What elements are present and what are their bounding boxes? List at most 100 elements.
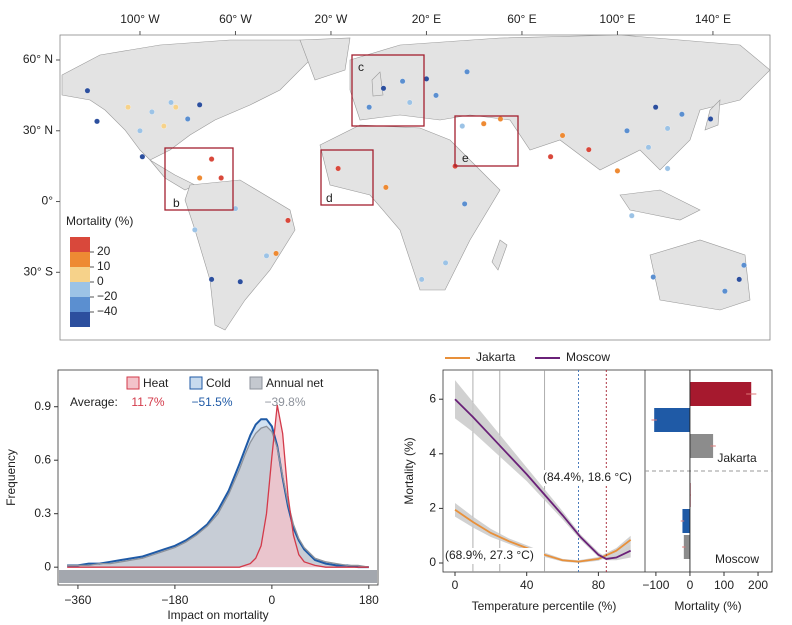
- legend-swatch: [126, 376, 140, 390]
- x-tick-label: 100: [714, 578, 734, 592]
- site-point: [736, 276, 743, 283]
- y-tick-label: 4: [429, 446, 436, 460]
- site-point: [196, 101, 203, 108]
- legend-label: 10: [97, 259, 111, 273]
- x-tick-label: −100: [642, 578, 669, 592]
- inset-box: [454, 115, 519, 167]
- x-tick-label: 20° E: [412, 12, 441, 26]
- average-label: Average:: [70, 395, 118, 409]
- site-point: [208, 156, 215, 162]
- y-axis-label: Mortality (%): [402, 437, 416, 504]
- x-tick-label: 200: [748, 578, 768, 592]
- legend-label: Cold: [206, 376, 231, 390]
- site-point: [461, 201, 468, 207]
- x-tick-label: 60° W: [219, 12, 252, 26]
- site-point: [624, 127, 630, 134]
- x-axis-label: Temperature percentile (%): [472, 599, 617, 613]
- site-point: [480, 120, 487, 127]
- bar: [654, 408, 690, 432]
- site-point: [168, 99, 174, 106]
- site-point: [614, 168, 621, 174]
- land: [491, 239, 508, 271]
- inset-label: b: [173, 196, 180, 210]
- site-point: [366, 104, 373, 111]
- inset-label: e: [462, 151, 469, 165]
- x-tick-label: 0: [452, 578, 459, 592]
- annotation: (68.9%, 27.3 °C): [445, 548, 534, 562]
- y-tick-label: 0°: [42, 194, 54, 208]
- site-point: [208, 276, 215, 283]
- legend-label: −40: [97, 304, 118, 318]
- x-tick-label: −360: [64, 593, 91, 607]
- legend-swatch: [70, 282, 90, 297]
- site-point: [184, 116, 191, 122]
- legend-label: 0: [97, 274, 104, 288]
- inset-box: [164, 147, 234, 211]
- category-label: Jakarta: [717, 451, 757, 465]
- y-tick-label: 0.6: [34, 452, 51, 466]
- site-point: [664, 125, 671, 132]
- site-point: [497, 116, 504, 122]
- density-line: [67, 425, 369, 568]
- density-line: [67, 418, 369, 569]
- site-point: [94, 118, 100, 125]
- rug-strip: [59, 570, 377, 583]
- y-tick-label: 6: [429, 391, 436, 405]
- annotation: (84.4%, 18.6 °C): [543, 470, 632, 484]
- site-point: [196, 175, 203, 181]
- x-tick-label: 100° W: [120, 12, 160, 26]
- land: [371, 71, 384, 97]
- legend-label: Annual net: [266, 376, 324, 390]
- legend-swatch: [70, 312, 90, 327]
- x-tick-label: 100° E: [599, 12, 635, 26]
- site-point: [679, 111, 685, 118]
- average-value: −51.5%: [191, 395, 232, 409]
- series-line: [454, 398, 632, 560]
- site-point: [125, 104, 131, 111]
- site-point: [464, 68, 470, 75]
- x-tick-label: 0: [687, 578, 694, 592]
- bar: [683, 535, 690, 559]
- average-value: 11.7%: [131, 395, 164, 409]
- site-point: [218, 175, 224, 181]
- x-tick-label: 0: [269, 593, 276, 607]
- x-tick-label: 80: [592, 578, 606, 592]
- site-point: [707, 116, 714, 122]
- legend-label: Jakarta: [476, 350, 516, 364]
- site-point: [139, 153, 146, 160]
- site-point: [442, 260, 449, 266]
- legend-swatch: [70, 267, 90, 282]
- series-line: [454, 509, 632, 563]
- site-point: [192, 226, 198, 233]
- y-tick-label: 0: [429, 555, 436, 569]
- site-point: [285, 217, 291, 224]
- bar: [682, 509, 690, 533]
- legend-label: Heat: [143, 376, 169, 390]
- bar: [689, 382, 752, 406]
- site-point: [335, 165, 341, 172]
- category-label: Moscow: [715, 552, 759, 566]
- x-tick-label: 60° E: [507, 12, 536, 26]
- y-tick-label: 30° S: [24, 264, 53, 278]
- site-point: [645, 144, 652, 151]
- legend-swatch: [249, 376, 263, 390]
- site-point: [383, 184, 389, 191]
- site-point: [406, 99, 413, 106]
- legend-label: −20: [97, 289, 118, 303]
- land: [184, 179, 296, 331]
- inset-box: [351, 54, 425, 127]
- y-tick-label: 30° N: [23, 123, 53, 137]
- y-axis-label: Frequency: [4, 449, 18, 506]
- site-point: [273, 250, 279, 257]
- x-tick-label: 20° W: [315, 12, 348, 26]
- land: [619, 189, 701, 221]
- legend-title: Mortality (%): [66, 214, 133, 228]
- bar: [689, 434, 714, 458]
- legend-swatch: [70, 237, 90, 252]
- site-point: [652, 104, 659, 111]
- legend-swatch: [189, 376, 203, 390]
- x-tick-label: −180: [161, 593, 188, 607]
- land: [299, 37, 351, 81]
- site-point: [741, 262, 747, 269]
